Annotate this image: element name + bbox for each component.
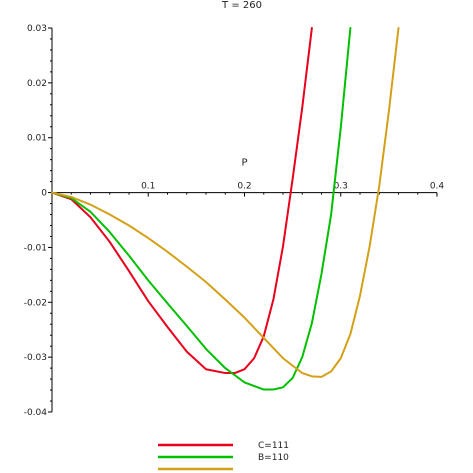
legend-label-1: C=111	[258, 441, 289, 451]
y-tick-label: 0.02	[27, 79, 47, 89]
y-tick-label: 0	[41, 189, 47, 199]
x-tick-label: 0.4	[430, 182, 445, 192]
y-tick-label: -0.01	[24, 243, 47, 253]
series-line-3	[51, 27, 400, 378]
chart-title: T = 260	[221, 0, 262, 11]
y-tick-label: -0.02	[24, 298, 47, 308]
series-lines	[51, 27, 400, 391]
x-tick-label: 0.3	[334, 182, 348, 192]
x-tick-label: 0.1	[141, 182, 155, 192]
x-tick-label: 0.2	[237, 182, 251, 192]
x-axis-label: P	[241, 158, 247, 169]
axes: 0.03 0.02 0.01 0 -0.01 -0.02 -0.03 -0.04 0.1 0.2 0…	[24, 24, 445, 418]
series-line-1	[51, 27, 313, 375]
y-tick-label: -0.03	[24, 353, 47, 363]
y-tick-label: 0.03	[27, 24, 47, 34]
series-line-2	[51, 27, 352, 391]
y-tick-label: 0.01	[27, 134, 47, 144]
y-tick-label: -0.04	[24, 408, 48, 418]
legend-label-2: B=110	[258, 453, 289, 463]
legend: C=111 B=110	[158, 441, 289, 471]
